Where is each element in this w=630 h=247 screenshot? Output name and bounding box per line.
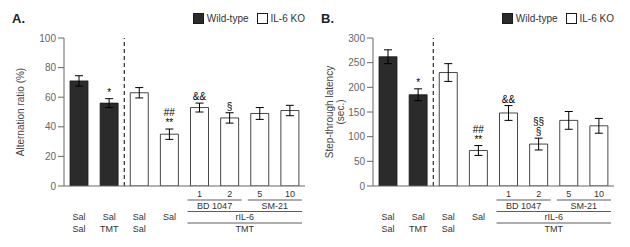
svg-text:TMT: TMT <box>100 224 119 234</box>
svg-text:&&: && <box>502 94 516 105</box>
svg-text:150: 150 <box>348 107 365 118</box>
svg-text:100: 100 <box>348 131 365 142</box>
svg-text:TMT: TMT <box>545 224 564 234</box>
svg-text:250: 250 <box>348 57 365 68</box>
svg-text:Sal: Sal <box>472 212 485 222</box>
svg-text:TMT: TMT <box>236 224 255 234</box>
svg-text:rIL-6: rIL-6 <box>544 212 563 222</box>
svg-text:2: 2 <box>536 189 541 199</box>
svg-text:BD 1047: BD 1047 <box>506 201 541 211</box>
svg-text:300: 300 <box>348 33 365 44</box>
svg-text:Sal: Sal <box>382 212 395 222</box>
html-text:Wild-type: Wild-type <box>206 12 249 24</box>
svg-text:Alternation ratio (%): Alternation ratio (%) <box>15 68 26 156</box>
svg-text:##: ## <box>473 124 485 135</box>
svg-text:Sal: Sal <box>412 212 425 222</box>
svg-text:rIL-6: rIL-6 <box>235 212 254 222</box>
svg-text:Sal: Sal <box>73 224 86 234</box>
svg-text:5: 5 <box>566 189 571 199</box>
svg-text:40: 40 <box>45 121 57 132</box>
svg-text:60: 60 <box>45 92 57 103</box>
svg-text:200: 200 <box>348 82 365 93</box>
svg-text:0: 0 <box>359 181 365 192</box>
svg-text:##: ## <box>164 107 176 118</box>
html-text:IL-6 KO: IL-6 KO <box>579 12 614 24</box>
svg-text:TMT: TMT <box>409 224 428 234</box>
svg-text:SM-21: SM-21 <box>262 201 289 211</box>
html-text:Wild-type: Wild-type <box>515 12 558 24</box>
svg-text:Sal: Sal <box>382 224 395 234</box>
html-text:B.: B. <box>321 10 334 26</box>
svg-text:1: 1 <box>197 189 202 199</box>
svg-text:2: 2 <box>227 189 232 199</box>
svg-text:Sal: Sal <box>133 212 146 222</box>
svg-text:0: 0 <box>50 181 56 192</box>
svg-text:**: ** <box>165 117 173 128</box>
svg-text:Sal: Sal <box>103 212 116 222</box>
html-text:A.: A. <box>12 10 25 26</box>
svg-text:100: 100 <box>39 33 56 44</box>
svg-text:10: 10 <box>285 189 295 199</box>
svg-text:BD 1047: BD 1047 <box>197 201 232 211</box>
svg-text:(sec.): (sec.) <box>335 100 346 125</box>
svg-text:§: § <box>536 126 542 137</box>
svg-text:*: * <box>416 77 420 88</box>
svg-text:*: * <box>107 87 111 98</box>
svg-text:Sal: Sal <box>442 212 455 222</box>
svg-text:10: 10 <box>594 189 604 199</box>
html-text:IL-6 KO: IL-6 KO <box>270 12 305 24</box>
svg-text:80: 80 <box>45 62 57 73</box>
svg-text:§§: §§ <box>533 116 544 127</box>
svg-text:5: 5 <box>257 189 262 199</box>
svg-text:**: ** <box>474 134 482 145</box>
svg-text:1: 1 <box>506 189 511 199</box>
svg-text:Sal: Sal <box>73 212 86 222</box>
svg-text:Sal: Sal <box>163 212 176 222</box>
svg-text:Step-through latency: Step-through latency <box>324 66 335 158</box>
svg-text:&&: && <box>193 91 207 102</box>
svg-text:50: 50 <box>354 156 366 167</box>
svg-text:Sal: Sal <box>133 224 146 234</box>
svg-text:20: 20 <box>45 151 57 162</box>
svg-text:§: § <box>227 101 233 112</box>
svg-text:SM-21: SM-21 <box>571 201 598 211</box>
svg-text:Sal: Sal <box>442 224 455 234</box>
